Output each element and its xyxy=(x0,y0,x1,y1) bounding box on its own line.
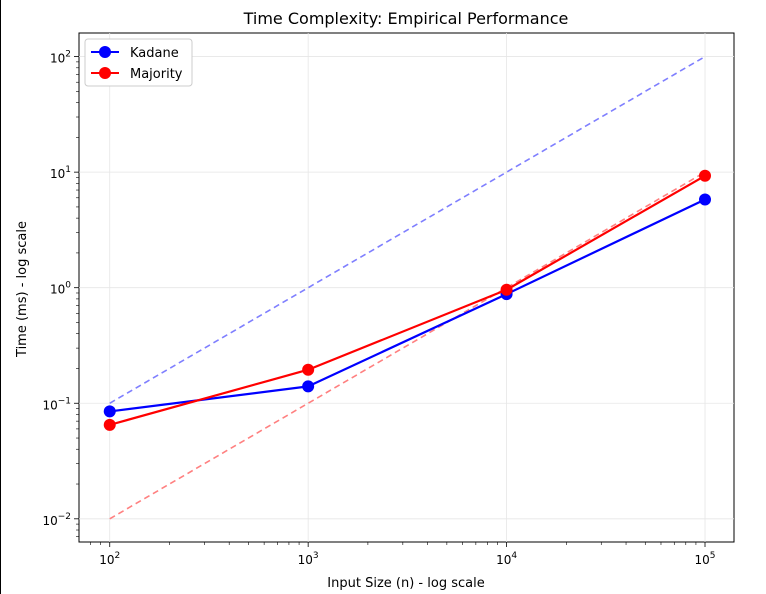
x-tick-exponent: 4 xyxy=(511,551,517,561)
legend-majority-label: Majority xyxy=(130,67,183,82)
series-group xyxy=(103,169,712,431)
x-tick-label: 102 xyxy=(99,551,120,567)
data-point-majority xyxy=(302,363,315,376)
y-tick-base: 10 xyxy=(50,283,65,297)
data-point-majority xyxy=(699,169,712,182)
y-tick-label: 101 xyxy=(50,165,71,181)
data-point-kadane xyxy=(103,405,116,418)
legend-box xyxy=(84,38,193,87)
x-tick-label: 104 xyxy=(496,551,517,567)
x-tick-exponent: 3 xyxy=(313,551,319,561)
x-tick-exponent: 2 xyxy=(115,551,121,561)
x-tick-base: 10 xyxy=(496,553,511,567)
y-tick-exponent: 0 xyxy=(65,281,71,291)
y-tick-label: 10−2 xyxy=(42,512,71,528)
window-edge xyxy=(0,0,1,594)
x-axis-label: Input Size (n) - log scale xyxy=(327,576,484,591)
y-tick-base: 10 xyxy=(42,514,57,528)
data-point-majority xyxy=(103,418,116,431)
data-point-kadane xyxy=(302,380,315,393)
x-tick-label: 103 xyxy=(298,551,319,567)
y-tick-base: 10 xyxy=(42,398,57,412)
x-tick-base: 10 xyxy=(298,553,313,567)
series-line-kadane xyxy=(109,198,706,413)
x-tick-base: 10 xyxy=(99,553,114,567)
y-tick-label: 10−1 xyxy=(42,396,71,412)
y-tick-exponent: 1 xyxy=(65,165,71,175)
reference-lines xyxy=(109,55,706,520)
y-tick-exponent: 2 xyxy=(65,50,71,60)
y-tick-label: 100 xyxy=(50,281,71,297)
y-tick-exponent: −1 xyxy=(58,396,71,406)
legend: Kadane Majority xyxy=(84,38,193,87)
y-tick-base: 10 xyxy=(50,52,65,66)
y-tick-base: 10 xyxy=(50,167,65,181)
minor-ticks xyxy=(76,61,697,545)
x-tick-exponent: 5 xyxy=(710,551,716,561)
x-axis-ticks: 102 103 104 105 xyxy=(99,542,716,567)
reference-line-1 xyxy=(109,171,706,520)
y-tick-label: 102 xyxy=(50,50,71,66)
data-point-majority xyxy=(500,283,513,296)
legend-kadane-label: Kadane xyxy=(130,46,179,61)
x-tick-label: 105 xyxy=(694,551,715,567)
y-tick-exponent: −2 xyxy=(58,512,71,522)
legend-majority-marker xyxy=(99,67,111,79)
reference-line-0 xyxy=(109,55,706,404)
x-tick-base: 10 xyxy=(694,553,709,567)
data-point-kadane xyxy=(699,193,712,206)
series-line-majority xyxy=(109,174,706,426)
legend-kadane-marker xyxy=(99,46,111,58)
y-axis-label: Time (ms) - log scale xyxy=(15,221,30,358)
chart-title: Time Complexity: Empirical Performance xyxy=(243,9,569,28)
